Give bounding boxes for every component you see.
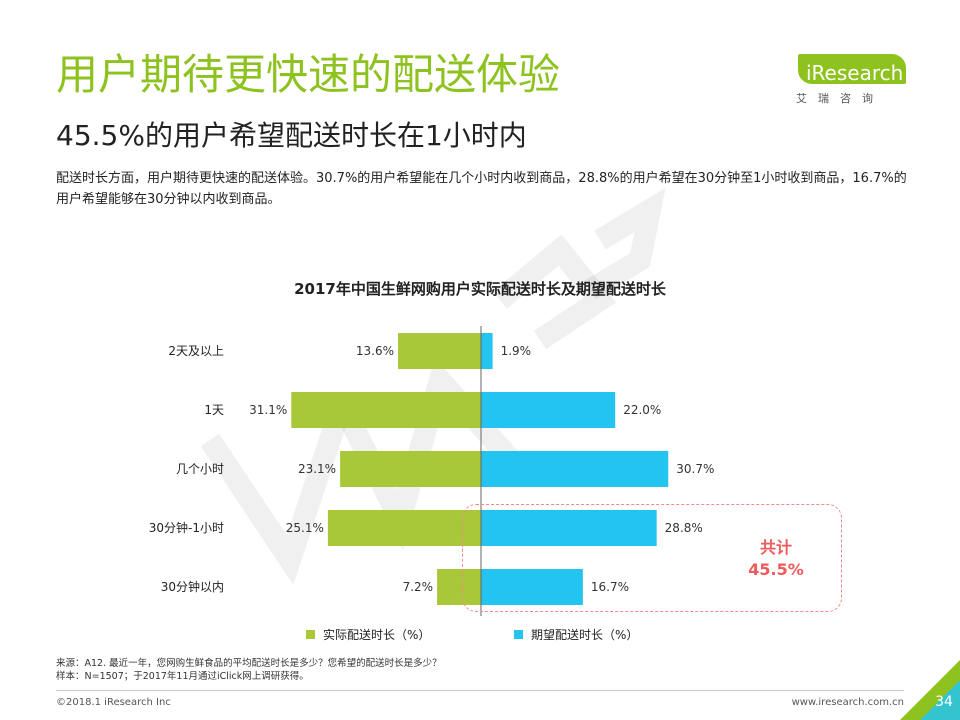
logo-sub-text: 艾瑞咨询 xyxy=(796,92,884,105)
label-actual-1: 31.1% xyxy=(249,403,287,417)
category-label-1: 1天 xyxy=(204,403,224,417)
bar-expected-1 xyxy=(481,392,616,428)
legend-swatch-expected xyxy=(514,630,523,639)
footer-divider xyxy=(56,690,904,691)
bar-expected-3 xyxy=(481,510,657,546)
page-description: 配送时长方面，用户期待更快速的配送体验。30.7%的用户希望能在几个小时内收到商… xyxy=(56,171,907,207)
label-expected-4: 16.7% xyxy=(591,580,629,594)
chart-title: 2017年中国生鲜网购用户实际配送时长及期望配送时长 xyxy=(294,280,666,298)
bar-actual-2 xyxy=(340,451,481,487)
copyright-text: ©2018.1 iResearch Inc xyxy=(56,697,171,708)
iresearch-logo: iResearch 艾瑞咨询 xyxy=(796,50,916,110)
label-expected-3: 28.8% xyxy=(665,521,703,535)
label-actual-2: 23.1% xyxy=(298,462,336,476)
legend-item-expected: 期望配送时长（%） xyxy=(514,626,638,643)
source-note: 来源：A12. 最近一年，您网购生鲜食品的平均配送时长是多少？您希望的配送时长是… xyxy=(56,657,442,683)
bar-expected-2 xyxy=(481,451,669,487)
total-annotation-line2: 45.5% xyxy=(748,560,804,579)
bar-expected-0 xyxy=(481,333,493,369)
total-highlight-box xyxy=(462,504,842,612)
label-expected-2: 30.7% xyxy=(676,462,714,476)
page-title: 用户期待更快速的配送体验 xyxy=(56,50,561,99)
page-corner-graphic xyxy=(900,660,960,720)
category-label-4: 30分钟以内 xyxy=(161,579,224,594)
bar-actual-3 xyxy=(327,510,481,546)
bar-actual-1 xyxy=(291,392,481,428)
label-expected-1: 22.0% xyxy=(623,403,661,417)
category-label-2: 几个小时 xyxy=(176,462,224,476)
label-actual-0: 13.6% xyxy=(356,344,394,358)
source-line-2: 样本：N=1507；于2017年11月通过iClick网上调研获得。 xyxy=(56,671,309,682)
bar-actual-0 xyxy=(398,333,481,369)
legend-label-expected: 期望配送时长（%） xyxy=(531,628,639,642)
label-actual-3: 25.1% xyxy=(286,521,324,535)
category-label-3: 30分钟-1小时 xyxy=(149,520,224,535)
website-link[interactable]: www.iresearch.com.cn xyxy=(791,697,904,708)
legend-label-actual: 实际配送时长（%） xyxy=(323,628,431,642)
page-subtitle: 45.5%的用户希望配送时长在1小时内 xyxy=(56,119,527,152)
label-actual-4: 7.2% xyxy=(403,580,434,594)
legend-swatch-actual xyxy=(306,630,315,639)
label-expected-0: 1.9% xyxy=(501,344,531,358)
legend-item-actual: 实际配送时长（%） xyxy=(306,626,430,643)
total-annotation-line1: 共计 xyxy=(759,538,792,557)
page-number: 34 xyxy=(935,694,953,710)
source-line-1: 来源：A12. 最近一年，您网购生鲜食品的平均配送时长是多少？您希望的配送时长是… xyxy=(56,658,442,669)
total-annotation: 共计 45.5% xyxy=(738,537,814,581)
bar-expected-4 xyxy=(481,569,583,605)
logo-brand-text: iResearch xyxy=(806,61,904,85)
category-label-0: 2天及以上 xyxy=(168,344,224,358)
logo-badge: iResearch xyxy=(798,54,906,85)
